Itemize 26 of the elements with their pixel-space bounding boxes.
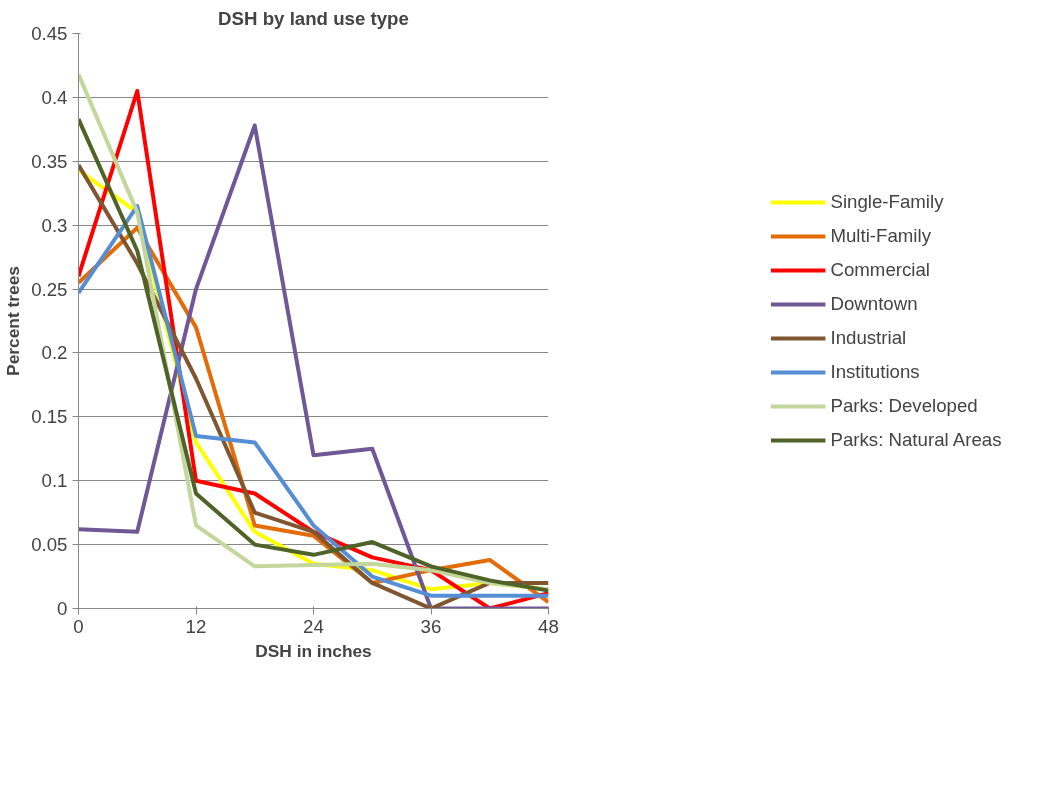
chart-title: DSH by land use type [218,7,409,29]
x-tick-label: 36 [420,615,442,637]
legend-label: Industrial [830,326,907,349]
legend-label: Downtown [830,292,918,315]
y-tick-label: 0.25 [31,278,68,300]
y-tick-label: 0.1 [41,470,68,492]
legend-label: Multi-Family [830,224,931,247]
x-axis-title: DSH in inches [255,640,372,661]
y-tick-label: 0.3 [41,214,68,236]
legend-label: Parks: Natural Areas [830,428,1002,451]
y-tick-label: 0.15 [31,406,68,428]
y-tick-label: 0.2 [41,342,68,364]
y-axis-title: Percent trees [3,266,24,376]
legend-label: Single-Family [830,190,944,213]
y-tick-label: 0.05 [31,534,68,556]
y-tick-label: 0 [57,598,68,619]
x-tick-label: 48 [538,615,559,637]
x-tick-label: 12 [185,615,207,637]
legend-label: Parks: Developed [830,394,978,417]
y-tick-label: 0.35 [31,150,68,172]
y-tick-label: 0.4 [41,86,68,108]
y-tick-label: 0.45 [31,23,68,44]
x-tick-label: 24 [303,615,324,637]
legend-label: Commercial [830,258,930,281]
legend-label: Institutions [830,360,920,383]
x-tick-label: 0 [73,615,84,637]
